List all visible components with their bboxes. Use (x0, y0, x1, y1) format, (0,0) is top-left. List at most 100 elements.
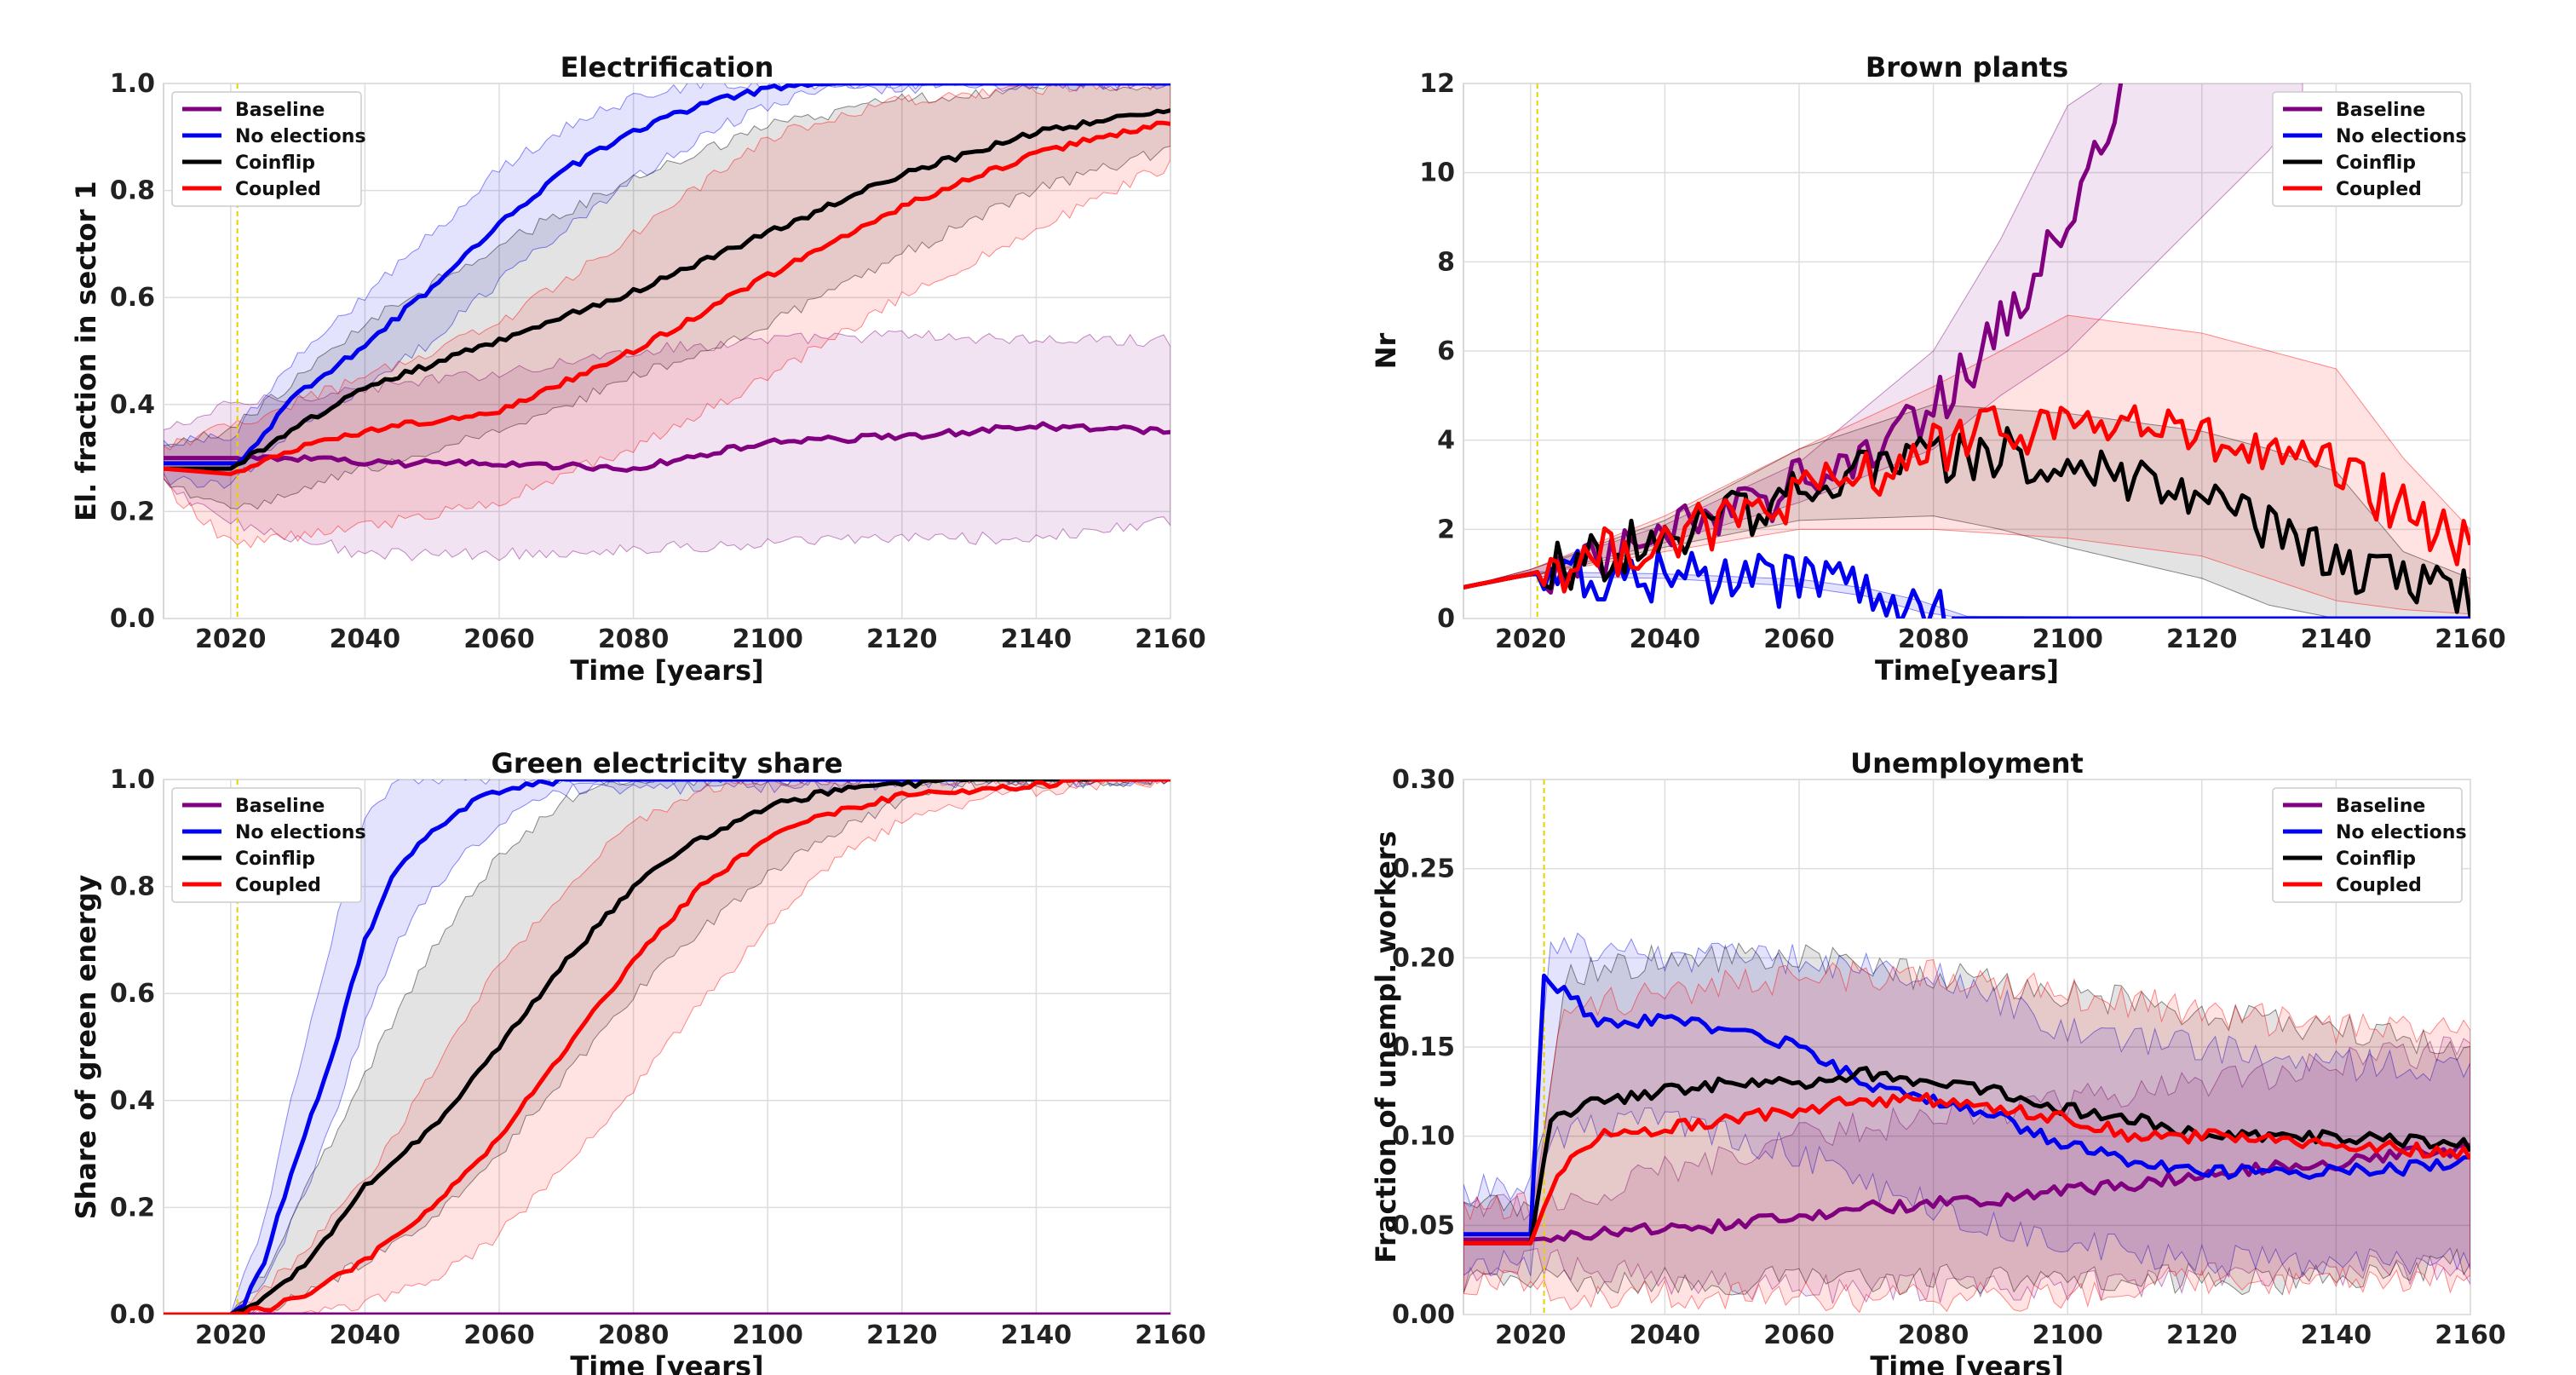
legend-box (171, 787, 362, 903)
x-tick-label: 2060 (463, 624, 535, 654)
series-line-coupled (1463, 404, 2470, 594)
y-tick-label: 2 (1437, 515, 1455, 544)
x-tick-label: 2020 (1495, 624, 1567, 654)
series-line-no-elections (1463, 973, 2470, 1237)
series-line-baseline (1463, 1142, 2470, 1244)
legend-label: Coupled (2336, 875, 2422, 896)
y-tick-label: 0.00 (1392, 1300, 1455, 1330)
y-axis-label: Share of green energy (70, 874, 102, 1219)
series-line-coupled (164, 780, 1170, 1315)
x-tick-label: 2120 (2166, 624, 2238, 654)
legend-box (2272, 787, 2463, 903)
x-axis-label: Time [years] (1870, 1350, 2063, 1375)
series-line-coinflip (1463, 1066, 2470, 1246)
series-line-coinflip (164, 108, 1170, 471)
legend-label: No elections (235, 126, 366, 147)
panel-3: 2020 2040 2060 2080 2100 2120 2140 2160 0.0 0.2 0.… (70, 747, 1206, 1375)
x-tick-label: 2120 (866, 624, 938, 654)
series-line-coupled (164, 120, 1170, 476)
legend: Baseline No elections Coinflip Coupled (171, 91, 366, 207)
y-tick-label: 8 (1437, 247, 1455, 277)
legend-label: Coupled (235, 875, 321, 896)
legend-label: Baseline (235, 796, 325, 817)
legend-label: Baseline (2336, 796, 2425, 817)
y-tick-label: 0.0 (110, 604, 155, 634)
legend: Baseline No elections Coinflip Coupled (2272, 787, 2467, 903)
legend-label: Coinflip (235, 152, 315, 174)
band-baseline (1463, 1036, 2470, 1304)
legend-box (171, 91, 362, 207)
legend: Baseline No elections Coinflip Coupled (2272, 91, 2467, 207)
x-tick-label: 2120 (866, 1320, 938, 1350)
y-tick-label: 0.4 (110, 390, 155, 420)
legend-label: Coinflip (2336, 849, 2416, 870)
y-tick-label: 4 (1437, 426, 1455, 456)
y-tick-label: 0.6 (110, 283, 155, 313)
series-line-coinflip (164, 780, 1170, 1315)
y-tick-label: 0.30 (1392, 765, 1455, 795)
y-tick-label: 0.2 (110, 497, 155, 526)
x-tick-label: 2040 (1630, 624, 1701, 654)
chart-title: Unemployment (1850, 747, 2084, 780)
x-tick-label: 2020 (1495, 1320, 1567, 1350)
y-tick-label: 0.2 (110, 1193, 155, 1223)
legend-label: Coupled (2336, 179, 2422, 200)
legend-box (2272, 91, 2463, 207)
legend-label: Coinflip (235, 849, 315, 870)
chart-title: Brown plants (1866, 51, 2068, 83)
plot-marks (164, 83, 1170, 618)
legend: Baseline No elections Coinflip Coupled (171, 787, 366, 903)
panel-4: 2020 2040 2060 2080 2100 2120 2140 2160 0.00 0.05… (1370, 747, 2506, 1375)
x-tick-label: 2080 (598, 624, 670, 654)
x-axis-label: Time [years] (570, 1350, 763, 1375)
chart-title: Green electricity share (492, 747, 843, 780)
legend-label: Coupled (235, 179, 321, 200)
x-tick-label: 2140 (1001, 1320, 1072, 1350)
x-tick-label: 2160 (2435, 624, 2506, 654)
x-tick-label: 2160 (1135, 1320, 1206, 1350)
legend-label: Baseline (2336, 100, 2425, 121)
y-tick-label: 10 (1419, 158, 1455, 188)
y-tick-label: 0.8 (110, 872, 155, 902)
x-tick-label: 2060 (1763, 1320, 1835, 1350)
y-tick-label: 0.15 (1392, 1033, 1455, 1062)
legend-label: No elections (2336, 126, 2467, 147)
y-tick-label: 0.0 (110, 1300, 155, 1330)
y-tick-label: 0.4 (110, 1086, 155, 1116)
y-tick-label: 0.10 (1392, 1122, 1455, 1152)
x-tick-label: 2080 (1898, 1320, 1969, 1350)
y-tick-label: 12 (1419, 69, 1455, 99)
x-tick-label: 2040 (330, 624, 401, 654)
x-tick-label: 2100 (2032, 1320, 2103, 1350)
y-tick-label: 0.6 (110, 979, 155, 1009)
x-tick-label: 2020 (195, 1320, 267, 1350)
series-line-baseline (164, 421, 1170, 473)
x-axis-label: Time[years] (1875, 654, 2059, 687)
x-tick-label: 2160 (1135, 624, 1206, 654)
band-coupled (164, 780, 1170, 1315)
y-tick-label: 1.0 (110, 765, 155, 795)
x-tick-label: 2140 (2301, 1320, 2372, 1350)
chart-title: Electrification (561, 51, 774, 83)
x-tick-label: 2100 (732, 1320, 803, 1350)
series-line-no-elections (164, 83, 1170, 466)
x-tick-label: 2140 (1001, 624, 1072, 654)
x-tick-label: 2100 (732, 624, 803, 654)
series-line-no-elections (164, 780, 1170, 1315)
x-tick-label: 2040 (1630, 1320, 1701, 1350)
series-line-coupled (1463, 1091, 2470, 1246)
x-axis-label: Time [years] (570, 654, 763, 687)
band-coinflip (164, 780, 1170, 1315)
y-tick-label: 0.8 (110, 176, 155, 206)
y-tick-label: 1.0 (110, 69, 155, 99)
legend-label: Baseline (235, 100, 325, 121)
x-tick-label: 2140 (2301, 624, 2372, 654)
y-tick-label: 0.05 (1392, 1211, 1455, 1240)
x-tick-label: 2060 (1763, 624, 1835, 654)
x-tick-label: 2100 (2032, 624, 2103, 654)
legend-label: Coinflip (2336, 152, 2416, 174)
x-tick-label: 2080 (598, 1320, 670, 1350)
legend-label: No elections (235, 822, 366, 843)
y-axis-label: El. fraction in sector 1 (70, 181, 102, 521)
